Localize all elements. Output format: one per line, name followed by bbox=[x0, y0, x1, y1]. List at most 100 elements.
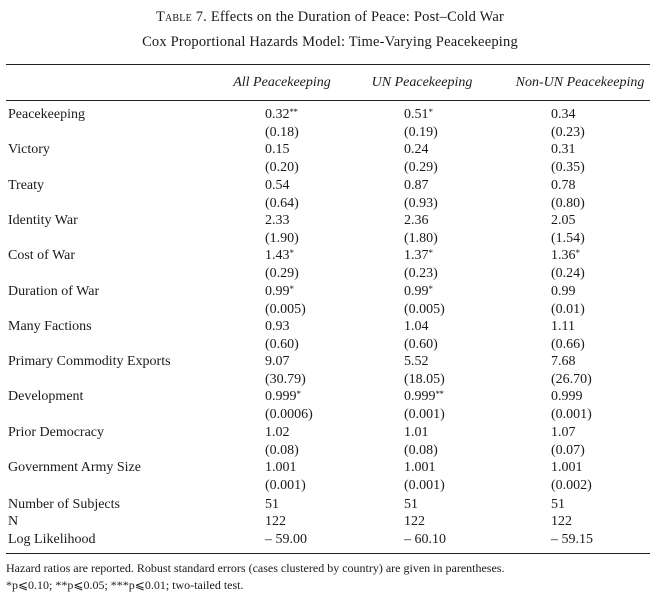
coefficient-cell: 1.37* bbox=[404, 248, 433, 264]
standard-error-cell: (0.005) bbox=[265, 301, 306, 317]
header-rule bbox=[6, 100, 650, 101]
significance-marker: * bbox=[289, 248, 295, 259]
coefficient-value: 0.24 bbox=[404, 142, 429, 158]
coefficient-value: 1.36 bbox=[551, 248, 576, 264]
coefficient-cell: 1.001 bbox=[404, 460, 436, 476]
standard-error-cell: (0.23) bbox=[404, 266, 438, 282]
coefficient-value: 0.78 bbox=[551, 177, 576, 193]
coefficient-cell: 1.001 bbox=[265, 460, 297, 476]
variable-row: Duration of War 0.99* 0.99* 0.99 bbox=[0, 284, 660, 302]
standard-error-row: (0.18) (0.19) (0.23) bbox=[0, 125, 660, 143]
coefficient-value: 0.87 bbox=[404, 177, 429, 193]
summary-row: Log Likelihood – 59.00 – 60.10 – 59.15 bbox=[0, 532, 660, 550]
variable-row: Prior Democracy 1.02 1.01 1.07 bbox=[0, 425, 660, 443]
standard-error-cell: (0.001) bbox=[404, 478, 445, 493]
variable-row: Primary Commodity Exports 9.07 5.52 7.68 bbox=[0, 354, 660, 372]
summary-label: Log Likelihood bbox=[8, 532, 96, 547]
standard-error-cell: (0.66) bbox=[551, 336, 585, 352]
coefficient-cell: 1.11 bbox=[551, 319, 575, 335]
coefficient-value: 0.999 bbox=[551, 389, 583, 405]
standard-error-cell: (0.08) bbox=[404, 442, 438, 458]
coefficient-cell: 9.07 bbox=[265, 354, 290, 370]
column-header-un: UN Peacekeeping bbox=[371, 75, 473, 90]
coefficient-value: 0.999 bbox=[265, 389, 297, 405]
table-number: Table 7. bbox=[155, 9, 208, 25]
table-note: Hazard ratios are reported. Robust stand… bbox=[6, 561, 505, 575]
standard-error-row: (0.0006) (0.001) (0.001) bbox=[0, 407, 660, 425]
standard-error-cell: (0.18) bbox=[265, 125, 299, 140]
standard-error-cell: (0.001) bbox=[404, 407, 445, 423]
coefficient-cell: 0.99 bbox=[551, 284, 576, 300]
variable-row: Identity War 2.33 2.36 2.05 bbox=[0, 213, 660, 231]
variable-label: Duration of War bbox=[8, 283, 100, 299]
summary-cell: 122 bbox=[551, 514, 572, 529]
significance-note: *p⩽0.10; **p⩽0.05; ***p⩽0.01; two-tailed… bbox=[6, 578, 244, 592]
significance-marker: ** bbox=[289, 107, 299, 117]
coefficient-value: 1.01 bbox=[404, 424, 429, 440]
standard-error-cell: (1.90) bbox=[265, 230, 299, 246]
standard-error-cell: (0.80) bbox=[551, 195, 585, 211]
variable-label: Many Factions bbox=[8, 318, 92, 334]
variable-label: Primary Commodity Exports bbox=[8, 354, 171, 370]
standard-error-cell: (0.001) bbox=[265, 478, 306, 493]
standard-error-cell: (0.60) bbox=[404, 336, 438, 352]
summary-label: Number of Subjects bbox=[8, 497, 120, 512]
variable-label: Peacekeeping bbox=[8, 107, 85, 122]
summary-cell: – 59.15 bbox=[551, 532, 593, 547]
coefficient-value: 1.43 bbox=[265, 248, 290, 264]
significance-marker: ** bbox=[435, 389, 445, 400]
variable-label: Identity War bbox=[8, 212, 78, 228]
standard-error-cell: (0.001) bbox=[551, 407, 592, 423]
coefficient-cell: 0.93 bbox=[265, 319, 290, 335]
coefficient-cell: 2.36 bbox=[404, 213, 429, 229]
standard-error-row: (0.08) (0.08) (0.07) bbox=[0, 443, 660, 461]
standard-error-cell: (1.54) bbox=[551, 230, 585, 246]
coefficient-cell: 0.99* bbox=[265, 284, 294, 300]
standard-error-row: (0.001) (0.001) (0.002) bbox=[0, 478, 660, 496]
variable-label: Prior Democracy bbox=[8, 424, 105, 440]
coefficient-cell: 0.15 bbox=[265, 142, 290, 158]
coefficient-cell: 1.04 bbox=[404, 319, 429, 335]
coefficient-cell: 1.001 bbox=[551, 460, 583, 476]
standard-error-cell: (0.0006) bbox=[265, 407, 313, 423]
summary-row: Number of Subjects 51 51 51 bbox=[0, 497, 660, 515]
column-header-all: All Peacekeeping bbox=[233, 75, 331, 90]
significance-marker: * bbox=[296, 389, 302, 400]
standard-error-row: (0.20) (0.29) (0.35) bbox=[0, 160, 660, 178]
coefficient-value: 0.99 bbox=[551, 283, 576, 299]
standard-error-row: (0.64) (0.93) (0.80) bbox=[0, 196, 660, 214]
coefficient-value: 0.99 bbox=[404, 283, 429, 299]
coefficient-value: 1.07 bbox=[551, 424, 576, 440]
coefficient-value: 7.68 bbox=[551, 354, 576, 370]
coefficient-value: 1.001 bbox=[265, 460, 297, 475]
coefficient-cell: 0.34 bbox=[551, 107, 576, 123]
standard-error-cell: (0.23) bbox=[551, 125, 585, 140]
coefficient-value: 2.05 bbox=[551, 212, 576, 228]
standard-error-row: (0.60) (0.60) (0.66) bbox=[0, 337, 660, 355]
coefficient-value: 2.33 bbox=[265, 212, 290, 228]
standard-error-cell: (26.70) bbox=[551, 372, 592, 388]
coefficient-value: 0.51 bbox=[404, 107, 429, 122]
coefficient-cell: 1.01 bbox=[404, 425, 429, 441]
coefficient-cell: 0.99* bbox=[404, 284, 433, 300]
coefficient-value: 0.31 bbox=[551, 142, 576, 158]
standard-error-cell: (0.35) bbox=[551, 160, 585, 176]
coefficient-value: 0.15 bbox=[265, 142, 290, 158]
column-header-non-un: Non-UN Peacekeeping bbox=[515, 75, 645, 90]
summary-cell: – 60.10 bbox=[404, 532, 446, 547]
variable-label: Cost of War bbox=[8, 248, 76, 264]
summary-cell: 51 bbox=[265, 497, 279, 512]
significance-marker: * bbox=[289, 283, 295, 294]
standard-error-cell: (18.05) bbox=[404, 372, 445, 388]
standard-error-cell: (0.01) bbox=[551, 301, 585, 317]
coefficient-value: 1.04 bbox=[404, 318, 429, 334]
coefficient-cell: 0.51* bbox=[404, 107, 433, 123]
coefficient-cell: 1.36* bbox=[551, 248, 580, 264]
standard-error-cell: (0.29) bbox=[265, 266, 299, 282]
significance-marker: * bbox=[575, 248, 581, 259]
standard-error-cell: (0.93) bbox=[404, 195, 438, 211]
coefficient-value: 1.001 bbox=[404, 460, 436, 475]
significance-marker: * bbox=[428, 107, 434, 117]
standard-error-row: (0.005) (0.005) (0.01) bbox=[0, 302, 660, 320]
